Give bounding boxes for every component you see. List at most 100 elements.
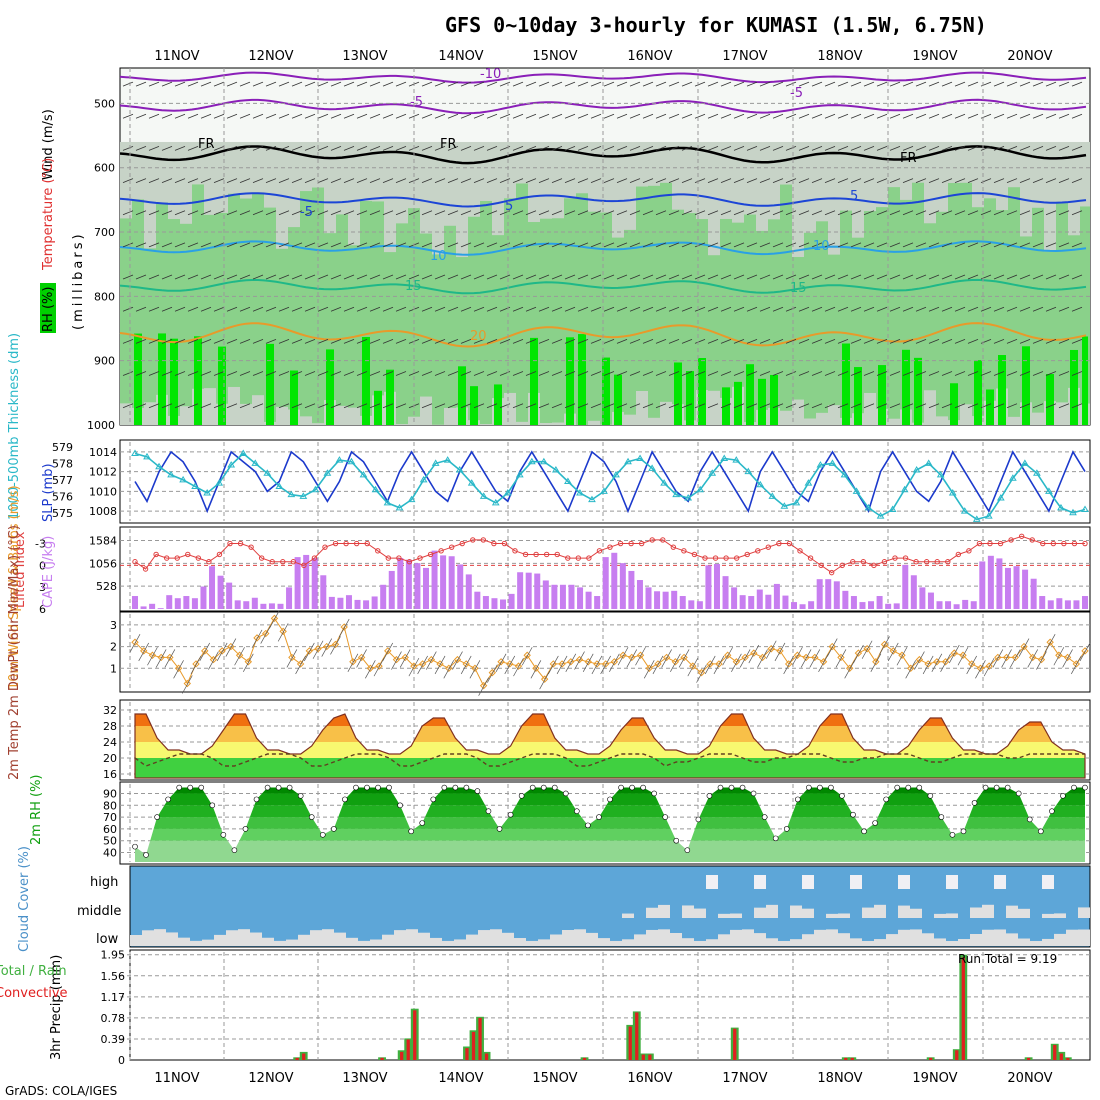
li-marker	[776, 540, 782, 547]
precip-convective-bar	[955, 1050, 959, 1060]
wind-barb	[746, 210, 758, 216]
cape-bar	[457, 564, 464, 609]
rh-marker	[551, 784, 558, 791]
wind-barb	[447, 371, 459, 376]
contour-label: FR	[440, 137, 457, 152]
cape-bar	[354, 599, 361, 609]
cape-bar	[868, 601, 875, 609]
wind-barb	[616, 403, 628, 409]
wind-barb	[798, 306, 810, 312]
wind-barb	[213, 371, 225, 376]
wind-barb	[148, 178, 160, 183]
wind-barb	[343, 146, 355, 151]
thickness-marker	[167, 470, 175, 478]
cape-bar	[945, 601, 952, 609]
thickness-marker	[984, 512, 993, 519]
wind-barb	[1019, 210, 1031, 216]
wind-barb	[954, 113, 966, 119]
wind-barb	[148, 274, 160, 280]
wind-marker	[340, 623, 348, 631]
date-label-top: 12NOV	[248, 49, 293, 64]
rh-marker	[342, 796, 348, 803]
wind-marker	[1046, 638, 1054, 646]
rh-marker	[772, 835, 779, 842]
precip-grid: 1.951.561.170.780.390	[101, 949, 1090, 1067]
wind-barb	[395, 274, 407, 280]
wind-barb	[408, 210, 420, 216]
wind-barb	[1058, 242, 1070, 248]
wind-barb	[538, 403, 550, 409]
wind-barb	[317, 210, 329, 216]
wind-barb	[369, 306, 381, 312]
wind-barb	[239, 371, 251, 376]
wind-barb	[707, 306, 719, 312]
thickness-marker	[612, 470, 620, 478]
li-marker	[607, 544, 613, 550]
wind-barb	[772, 178, 784, 183]
wind-barb	[993, 306, 1005, 312]
dewpoint-line	[134, 753, 1085, 767]
wind-marker	[837, 653, 845, 662]
cloud-low	[646, 929, 658, 946]
li-marker	[1071, 540, 1078, 547]
rh-band	[1080, 206, 1090, 404]
wind-barb	[1019, 81, 1031, 87]
wind-barb	[915, 339, 927, 344]
wind-barb	[915, 81, 927, 87]
wind-barb	[720, 306, 732, 312]
li-marker	[174, 555, 180, 561]
wind-marker	[628, 653, 636, 662]
wind-barb	[356, 274, 368, 280]
wind-barb	[421, 178, 433, 183]
wind-barb	[798, 274, 810, 280]
wind-barb	[395, 113, 407, 119]
wind-barb	[1058, 274, 1070, 280]
cape-bar	[268, 603, 275, 609]
rh-band	[698, 358, 706, 425]
wind-barb	[928, 146, 940, 151]
thickness-marker	[335, 456, 344, 463]
wind-barb	[837, 178, 849, 183]
wind-barb	[343, 339, 355, 344]
precip-convective-bar	[628, 1026, 632, 1060]
wind-barb	[369, 242, 381, 248]
wind-barb	[551, 210, 563, 216]
cape-bar	[320, 575, 327, 609]
wind-barb	[707, 81, 719, 87]
rh-marker	[651, 790, 657, 797]
cloud-low	[886, 934, 898, 946]
wind-barb	[330, 178, 342, 183]
wind-barb	[434, 146, 446, 151]
wind-barb	[941, 178, 953, 183]
wind-barb	[887, 642, 899, 662]
cape-bar	[303, 554, 310, 609]
tick-label: 2	[110, 641, 117, 654]
li-marker	[712, 555, 719, 561]
cape-bar	[209, 566, 216, 609]
thickness-marker	[191, 482, 200, 489]
rh-band	[828, 254, 840, 406]
cape-bar	[902, 564, 909, 609]
tick-label: 0	[118, 1054, 125, 1067]
wind-barb	[863, 210, 875, 216]
rh-band	[612, 237, 624, 412]
wind-barb	[798, 210, 810, 216]
wind-barb	[853, 644, 864, 664]
cloud-low	[154, 929, 166, 946]
wind-barb	[1058, 81, 1070, 87]
date-label-top: 13NOV	[342, 49, 387, 64]
rh-band	[458, 366, 466, 425]
wind-barb	[896, 647, 908, 666]
thickness-marker	[479, 492, 488, 499]
thickness-marker	[948, 489, 957, 496]
cape-bar	[226, 582, 233, 609]
wind-barb	[941, 210, 953, 216]
rh-band	[1070, 349, 1078, 425]
cape-bar	[876, 596, 883, 609]
wind-marker	[279, 627, 287, 636]
rh-band	[792, 257, 804, 400]
wind-barb	[1045, 403, 1057, 409]
wind-barb	[395, 210, 407, 216]
li-marker	[987, 540, 993, 547]
wind-marker	[776, 647, 784, 655]
